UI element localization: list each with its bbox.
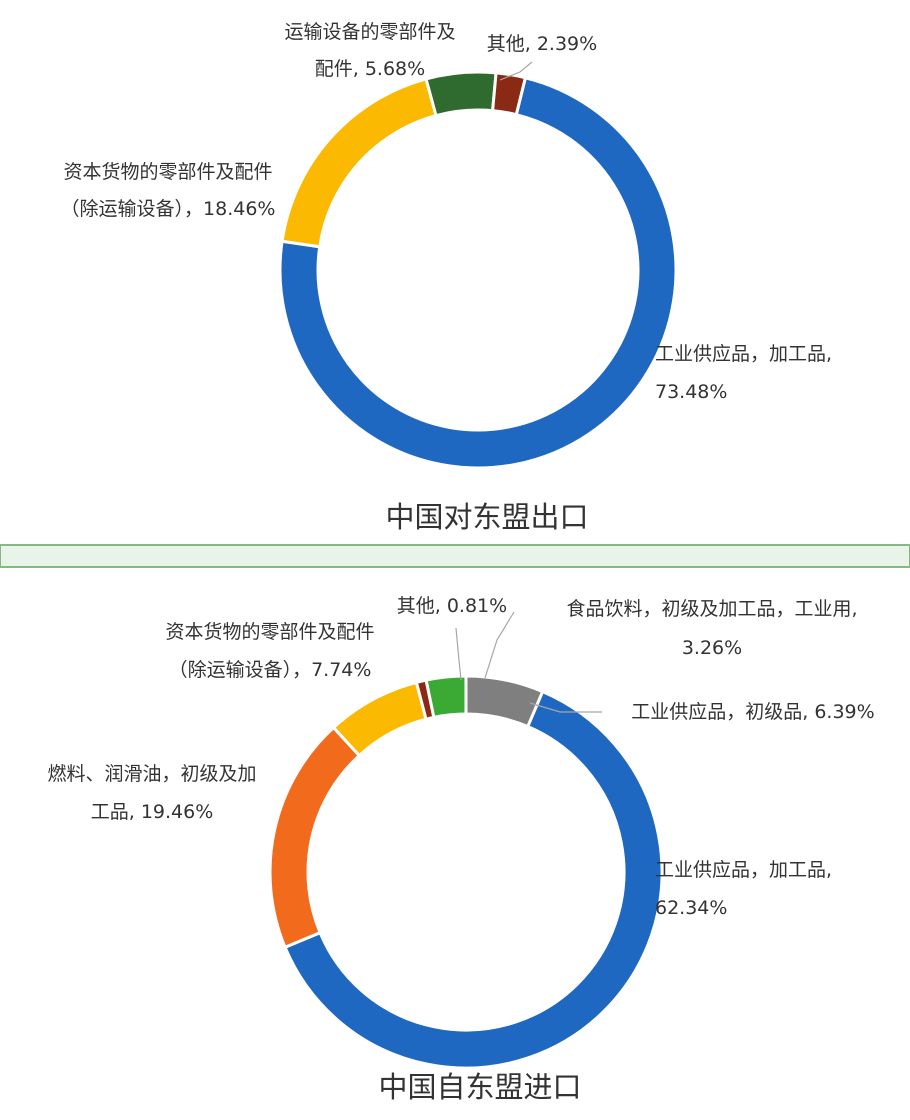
export-slice-label-0-line-1: 73.48% bbox=[655, 381, 727, 403]
import-leader-lines bbox=[455, 611, 602, 713]
import-leader-line-5 bbox=[529, 702, 602, 713]
import-leader-line-3 bbox=[455, 627, 462, 681]
import-chart-title: 中国自东盟进口 bbox=[378, 1070, 581, 1104]
import-slice-label-1-line-0: 燃料、润滑油，初级及加 bbox=[47, 763, 256, 785]
export-slice-1 bbox=[280, 77, 438, 249]
import-slice-label-2-line-1: （除运输设备），7.74% bbox=[169, 659, 372, 681]
import-slice-5 bbox=[464, 674, 545, 729]
import-slice-label-0-line-0: 工业供应品，加工品, bbox=[655, 859, 832, 881]
import-slice-4 bbox=[424, 674, 468, 720]
import-slice-label-2: 资本货物的零部件及配件 （除运输设备），7.74% bbox=[165, 621, 374, 681]
import-slice-2 bbox=[331, 680, 428, 758]
export-slice-label-0-line-0: 工业供应品，加工品, bbox=[655, 343, 832, 365]
import-slice-labels: 工业供应品，加工品, 62.34% 燃料、润滑油，初级及加工品, 19.46% 资本货… bbox=[47, 595, 874, 919]
import-slice-label-1: 燃料、润滑油，初级及加工品, 19.46% bbox=[47, 763, 256, 823]
export-leader-line-3 bbox=[499, 61, 533, 81]
export-chart-title: 中国对东盟出口 bbox=[385, 500, 588, 534]
export-slice-label-3: 其他, 2.39% bbox=[487, 33, 597, 55]
export-slice-label-3-line-0: 其他, 2.39% bbox=[487, 33, 597, 55]
export-slice-label-2-line-0: 运输设备的零部件及 bbox=[284, 21, 455, 43]
export-slice-3 bbox=[490, 71, 528, 117]
export-leader-lines bbox=[499, 61, 533, 81]
import-slice-0 bbox=[283, 689, 664, 1070]
import-donut-chart: 工业供应品，加工品, 62.34% 燃料、润滑油，初级及加工品, 19.46% 资本货… bbox=[47, 595, 874, 1104]
export-donut-chart: 工业供应品，加工品, 73.48% 资本货物的零部件及配件 （除运输设备），18.46… bbox=[61, 21, 833, 534]
export-slice-label-2-line-1: 配件, 5.68% bbox=[315, 58, 425, 80]
export-slice-label-0: 工业供应品，加工品, 73.48% bbox=[655, 343, 832, 403]
import-slice-label-5: 工业供应品，初级品, 6.39% bbox=[631, 701, 874, 723]
export-slice-labels: 工业供应品，加工品, 73.48% 资本货物的零部件及配件 （除运输设备），18.46… bbox=[61, 21, 833, 403]
import-slice-label-4-line-0: 食品饮料，初级及加工品，工业用, bbox=[566, 598, 857, 620]
import-slice-label-0-line-1: 62.34% bbox=[655, 897, 727, 919]
import-slice-label-5-line-0: 工业供应品，初级品, 6.39% bbox=[631, 701, 874, 723]
import-slice-1 bbox=[268, 725, 362, 950]
import-leader-line-4 bbox=[484, 611, 515, 679]
export-slice-0 bbox=[278, 75, 678, 470]
export-slice-label-1: 资本货物的零部件及配件 （除运输设备），18.46% bbox=[61, 161, 276, 220]
export-slice-label-2: 运输设备的零部件及配件, 5.68% bbox=[284, 21, 455, 80]
section-divider bbox=[0, 544, 910, 568]
import-slice-label-3-line-0: 其他, 0.81% bbox=[397, 595, 507, 617]
import-slice-label-2-line-0: 资本货物的零部件及配件 bbox=[165, 621, 374, 643]
export-slice-2 bbox=[424, 70, 498, 118]
import-slice-label-4-line-1: 3.26% bbox=[682, 637, 742, 659]
import-slice-label-4: 食品饮料，初级及加工品，工业用, 3.26% bbox=[566, 598, 857, 659]
export-slice-label-1-line-1: （除运输设备），18.46% bbox=[61, 198, 276, 220]
export-donut-slices bbox=[278, 70, 678, 470]
export-slice-label-1-line-0: 资本货物的零部件及配件 bbox=[63, 161, 272, 183]
import-slice-label-1-line-1: 工品, 19.46% bbox=[91, 801, 214, 823]
import-slice-label-0: 工业供应品，加工品, 62.34% bbox=[655, 859, 832, 919]
import-slice-label-3: 其他, 0.81% bbox=[397, 595, 507, 617]
import-donut-slices bbox=[268, 674, 664, 1070]
